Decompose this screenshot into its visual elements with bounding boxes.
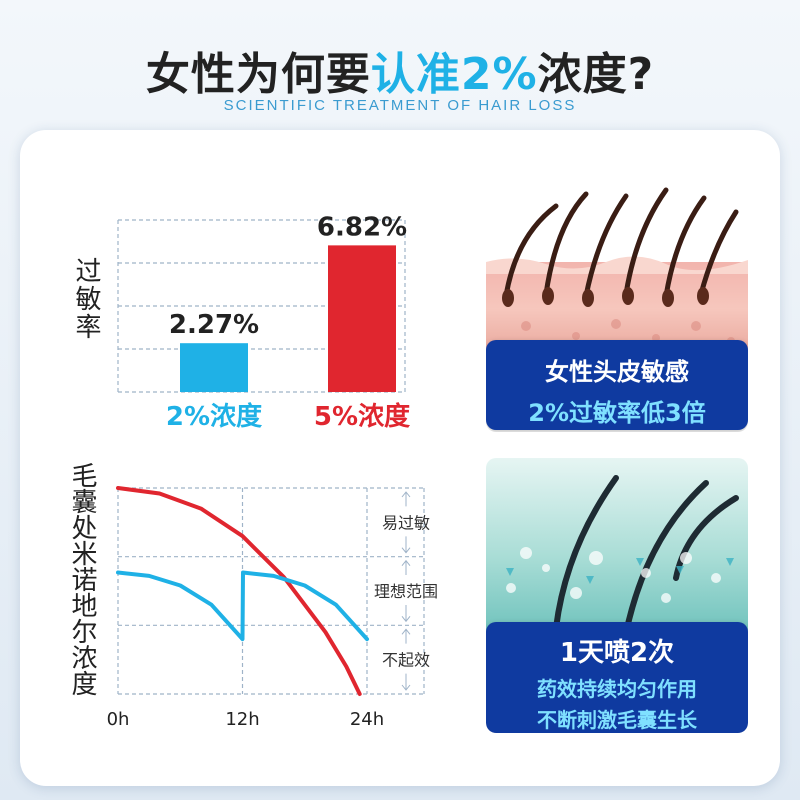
line-chart-series [116, 486, 369, 696]
sensitive-scalp-line1: 女性头皮敏感 [545, 358, 689, 386]
zone-arrowhead [401, 547, 411, 554]
x-tick-label: 0h [107, 709, 130, 730]
bar-category-label: 2%浓度 [166, 401, 262, 432]
line-chart-xticks: 0h 12h 24h [107, 709, 385, 730]
follicle-illustration [486, 458, 748, 638]
bar [328, 245, 396, 392]
bar-chart-bars: 2.27% 2%浓度 6.82% 5%浓度 [166, 212, 410, 432]
x-tick-label: 24h [350, 709, 384, 730]
bar-chart-ylabel: 过敏率 [71, 257, 101, 341]
sensitive-scalp-panel: 女性头皮敏感 2%过敏率低3倍 [486, 176, 748, 432]
line-chart-ylabel: 毛囊处米诺地尔浓度 [67, 462, 97, 696]
concentration-series-line [116, 486, 362, 696]
twice-daily-panel: 1天喷2次 药效持续均匀作用 不断刺激毛囊生长 [486, 458, 748, 733]
sensitive-scalp-line2: 2%过敏率低3倍 [528, 399, 706, 427]
allergy-rate-bar-chart: 过敏率 2.27% 2%浓度 6.82% 5%浓度 [71, 212, 410, 432]
twice-daily-line3: 不断刺激毛囊生长 [537, 708, 697, 732]
bar-category-label: 5%浓度 [314, 401, 410, 432]
title-part1: 女性为何要 [145, 49, 371, 100]
sensitive-scalp-box: 女性头皮敏感 2%过敏率低3倍 [486, 340, 748, 430]
bar-value-label: 6.82% [317, 212, 407, 242]
x-tick-label: 12h [225, 709, 259, 730]
title-highlight: 认准2% [370, 49, 538, 100]
bar [180, 343, 248, 392]
zone-arrowhead [401, 559, 411, 566]
twice-daily-line2: 药效持续均匀作用 [537, 677, 697, 701]
line-chart-grid [117, 487, 425, 695]
twice-daily-box: 1天喷2次 药效持续均匀作用 不断刺激毛囊生长 [486, 622, 748, 733]
zone-label: 理想范围 [374, 582, 438, 601]
zone-arrowhead [401, 628, 411, 635]
title-part2: 浓度? [537, 49, 655, 100]
zone-label: 易过敏 [382, 513, 430, 532]
zone-arrowhead [401, 491, 411, 498]
page-title: 女性为何要认准2%浓度? [0, 38, 800, 102]
hair-skin-illustration [486, 176, 748, 356]
bar-value-label: 2.27% [169, 310, 259, 340]
twice-daily-line1: 1天喷2次 [559, 638, 675, 668]
zone-arrowhead [401, 616, 411, 623]
zone-label: 不起效 [382, 651, 430, 670]
concentration-series-line [116, 570, 369, 642]
page-subtitle: SCIENTIFIC TREATMENT OF HAIR LOSS [223, 97, 577, 114]
zone-arrowhead [401, 684, 411, 691]
